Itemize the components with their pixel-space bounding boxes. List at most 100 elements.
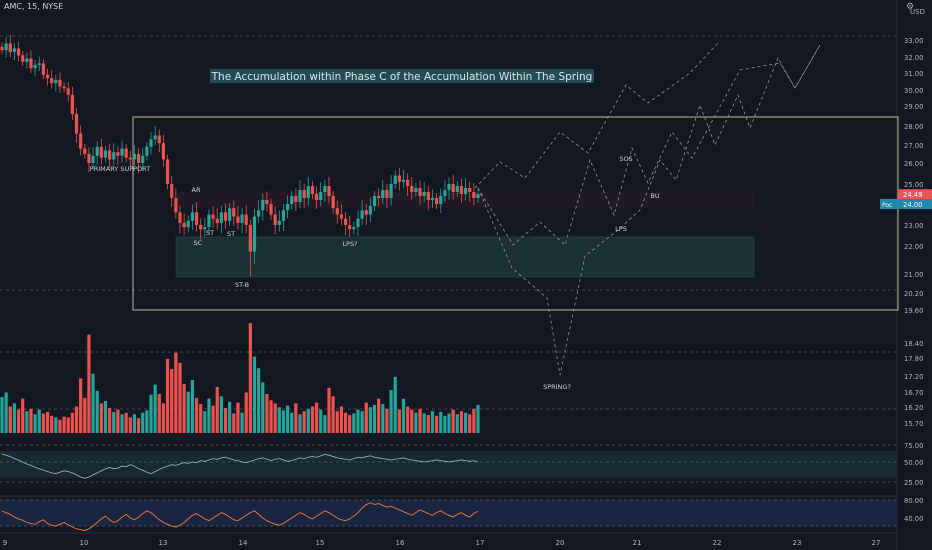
- volume-bar: [265, 394, 269, 433]
- time-tick-label: 14: [239, 539, 248, 547]
- candle: [170, 184, 174, 198]
- annotation-label: SC: [194, 239, 203, 247]
- stoch-band: [0, 500, 897, 526]
- time-tick-label: 16: [396, 539, 405, 547]
- candle: [87, 154, 91, 163]
- currency-label: USD: [910, 8, 925, 16]
- candle: [356, 218, 360, 228]
- volume-bar: [410, 409, 414, 433]
- volume-bar: [368, 407, 372, 433]
- candle: [244, 214, 248, 225]
- candle: [8, 43, 12, 52]
- volume-bar: [161, 403, 166, 433]
- volume-bar: [298, 414, 302, 433]
- volume-bar: [261, 382, 265, 433]
- time-tick-label: 20: [556, 539, 565, 547]
- volume-bar: [174, 352, 178, 433]
- candle: [290, 196, 294, 204]
- volume-bar: [223, 408, 228, 433]
- candle: [124, 148, 128, 158]
- price-tick-label: 27.00: [904, 142, 923, 150]
- volume-bar: [0, 397, 4, 433]
- tag-value-label: 24.00: [903, 201, 922, 209]
- volume-bar: [372, 404, 377, 433]
- candle: [165, 159, 170, 184]
- rsi-tick-label: 25.00: [904, 479, 923, 487]
- annotation-label: ST: [206, 229, 214, 237]
- volume-bar: [381, 404, 385, 433]
- candle: [294, 196, 298, 202]
- volume-bar: [302, 411, 306, 433]
- candle: [377, 196, 381, 198]
- candle: [248, 225, 252, 252]
- chart-title-bg: [210, 69, 594, 83]
- candle: [132, 154, 137, 160]
- volume-bar: [41, 413, 45, 433]
- candle: [343, 218, 348, 225]
- volume-bar: [281, 410, 286, 433]
- volume-bar: [194, 397, 199, 433]
- candle: [37, 63, 41, 65]
- volume-bar: [364, 402, 368, 433]
- time-tick-label: 23: [793, 539, 802, 547]
- volume-bar: [45, 411, 50, 433]
- candle: [58, 79, 62, 87]
- candle: [95, 146, 99, 156]
- candle: [389, 184, 393, 198]
- candle: [310, 186, 315, 194]
- volume-bar: [4, 392, 8, 433]
- rsi-band: [0, 451, 897, 476]
- rsi-tick-label: 50.00: [904, 459, 923, 467]
- candle: [368, 206, 372, 215]
- candle: [136, 154, 141, 163]
- volume-bar: [136, 418, 141, 433]
- projection-path-b: [477, 44, 821, 246]
- candle: [228, 208, 232, 221]
- volume-bar: [240, 412, 244, 433]
- candle: [352, 227, 356, 230]
- volume-bar: [62, 416, 66, 433]
- candle: [12, 48, 17, 52]
- price-tick-label: 22.00: [904, 243, 923, 251]
- volume-bar: [257, 368, 261, 433]
- volume-bar: [447, 413, 451, 433]
- annotation-label: PRIMARY SUPPORT: [90, 165, 150, 173]
- candle: [203, 227, 207, 230]
- candle: [286, 204, 290, 211]
- candle: [406, 179, 410, 186]
- volume-bar: [327, 387, 331, 433]
- volume-bar: [99, 403, 103, 433]
- volume-bar: [21, 398, 25, 433]
- candle: [323, 186, 327, 192]
- volume-bar: [269, 400, 273, 433]
- trading-range-box: [132, 116, 899, 311]
- support-zone: [175, 236, 755, 278]
- volume-bar: [145, 410, 149, 433]
- candle: [219, 212, 223, 223]
- volume-bar: [476, 404, 480, 433]
- stoch-tick-label: 40.00: [904, 515, 923, 523]
- candle: [273, 214, 277, 225]
- volume-bar: [50, 415, 54, 433]
- annotation-label: SPRING?: [543, 383, 571, 391]
- candle: [327, 186, 331, 196]
- volume-bar: [389, 390, 393, 433]
- candle: [99, 146, 103, 158]
- candle: [79, 133, 83, 149]
- candle: [108, 150, 112, 160]
- time-tick-label: 21: [633, 539, 642, 547]
- volume-bar: [451, 409, 455, 433]
- time-tick-label: 22: [713, 539, 722, 547]
- candle: [335, 208, 339, 215]
- tag-value-badge: [898, 199, 932, 209]
- settings-gear-icon[interactable]: ⚙: [906, 2, 915, 12]
- candle: [381, 190, 385, 198]
- volume-bar: [116, 409, 120, 433]
- candle: [348, 225, 352, 230]
- price-tick-label: 33.00: [904, 37, 923, 45]
- volume-bar: [422, 413, 426, 433]
- stoch-line: [1, 502, 479, 532]
- volume-bar: [215, 386, 219, 433]
- stoch-tick-label: 80.00: [904, 497, 923, 505]
